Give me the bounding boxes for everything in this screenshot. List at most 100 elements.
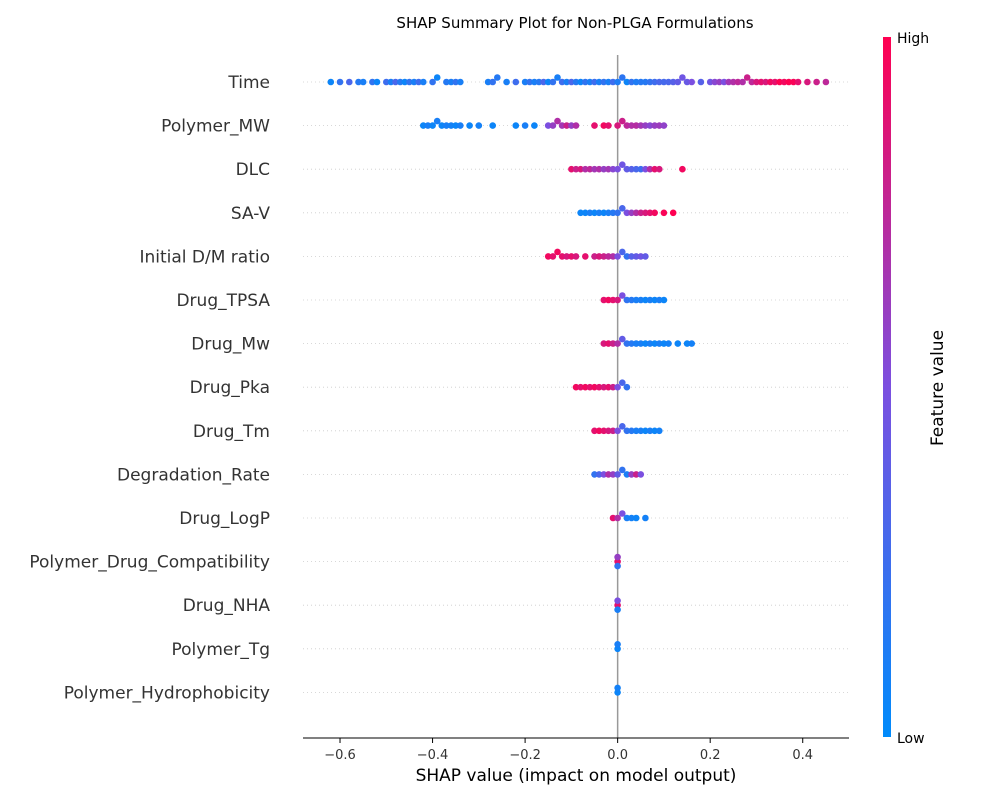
shap-point [660, 296, 668, 304]
shap-point [605, 209, 612, 217]
shap-point [373, 78, 381, 86]
shap-point [392, 78, 399, 86]
shap-point [346, 78, 353, 86]
shap-point [660, 340, 668, 347]
chart-title: SHAP Summary Plot for Non-PLGA Formulati… [396, 14, 753, 32]
shap-point [447, 78, 455, 86]
shap-point [619, 379, 626, 387]
shap-point [600, 340, 608, 347]
shap-point [632, 514, 640, 522]
shap-point [609, 253, 617, 260]
shap-point [600, 78, 608, 86]
shap-point [646, 296, 654, 304]
shap-point [591, 165, 598, 173]
shap-point [642, 209, 649, 217]
shap-point [637, 165, 645, 173]
shap-point [554, 248, 561, 256]
shap-point [401, 78, 409, 86]
shap-point [665, 340, 672, 347]
shap-point [706, 78, 714, 86]
shap-point [632, 209, 640, 217]
shap-point [595, 471, 603, 478]
shap-point [614, 427, 621, 435]
shap-point [420, 122, 427, 129]
shap-point [582, 383, 589, 391]
shap-point [600, 122, 608, 129]
shap-point [683, 340, 691, 347]
shap-point [767, 78, 774, 86]
shap-point [582, 165, 589, 173]
shap-point [605, 340, 612, 347]
feature-label: Polymer_Hydrophobicity [64, 683, 270, 703]
shap-point [359, 78, 367, 86]
shap-point [563, 253, 570, 260]
shap-point [605, 78, 612, 86]
shap-point [632, 427, 640, 435]
shap-point [457, 78, 464, 86]
shap-point [336, 78, 344, 86]
shap-point [614, 122, 621, 129]
shap-point [628, 471, 635, 478]
shap-point [776, 78, 783, 86]
x-tick-label: −0.4 [417, 748, 449, 763]
shap-point [720, 78, 728, 86]
shap-point [679, 74, 686, 81]
shap-point [651, 165, 658, 173]
shap-point [614, 514, 621, 522]
shap-point [628, 209, 635, 217]
shap-point [660, 122, 668, 129]
shap-point [619, 161, 626, 168]
shap-point [586, 78, 594, 86]
shap-point [822, 78, 830, 86]
shap-point [609, 296, 617, 304]
shap-point [632, 296, 640, 304]
shap-point [429, 122, 436, 129]
shap-point [632, 253, 640, 260]
shap-point [651, 122, 658, 129]
shap-point [619, 423, 626, 430]
shap-point [771, 78, 779, 86]
shap-point [642, 78, 649, 86]
shap-point [632, 471, 640, 478]
shap-point [623, 383, 631, 391]
shap-point [674, 340, 682, 347]
x-tick-label: 0.4 [792, 748, 813, 763]
shap-point [637, 296, 645, 304]
shap-point [609, 427, 617, 435]
shap-point [628, 296, 635, 304]
feature-label: Time [227, 73, 270, 93]
shap-point [424, 122, 432, 129]
shap-point [355, 78, 362, 86]
shap-point [512, 122, 520, 129]
shap-point [614, 553, 621, 561]
shap-point [813, 78, 820, 86]
shap-point [605, 427, 612, 435]
shap-point [637, 209, 645, 217]
shap-point [674, 78, 682, 86]
shap-point [623, 471, 631, 478]
shap-point [646, 122, 654, 129]
shap-point [632, 122, 640, 129]
shap-point [642, 122, 649, 129]
shap-point [623, 514, 631, 522]
shap-point [609, 340, 617, 347]
x-tick-label: −0.2 [509, 748, 541, 763]
shap-point [730, 78, 737, 86]
shap-point [406, 78, 413, 86]
feature-label: Drug_LogP [179, 509, 270, 529]
shap-point [614, 383, 621, 391]
shap-point [438, 122, 446, 129]
shap-point [628, 122, 635, 129]
feature-label: Polymer_MW [161, 117, 270, 137]
shap-point [683, 78, 691, 86]
shap-point [591, 78, 598, 86]
shap-point [637, 78, 645, 86]
x-axis-ticks: −0.6 −0.4 −0.2 0.0 0.2 0.4 [324, 738, 813, 763]
shap-point [563, 78, 570, 86]
shap-point [591, 253, 598, 260]
shap-point [572, 78, 580, 86]
shap-point [614, 562, 621, 570]
shap-point [642, 296, 649, 304]
shap-point [591, 427, 598, 435]
shap-point [656, 427, 663, 435]
